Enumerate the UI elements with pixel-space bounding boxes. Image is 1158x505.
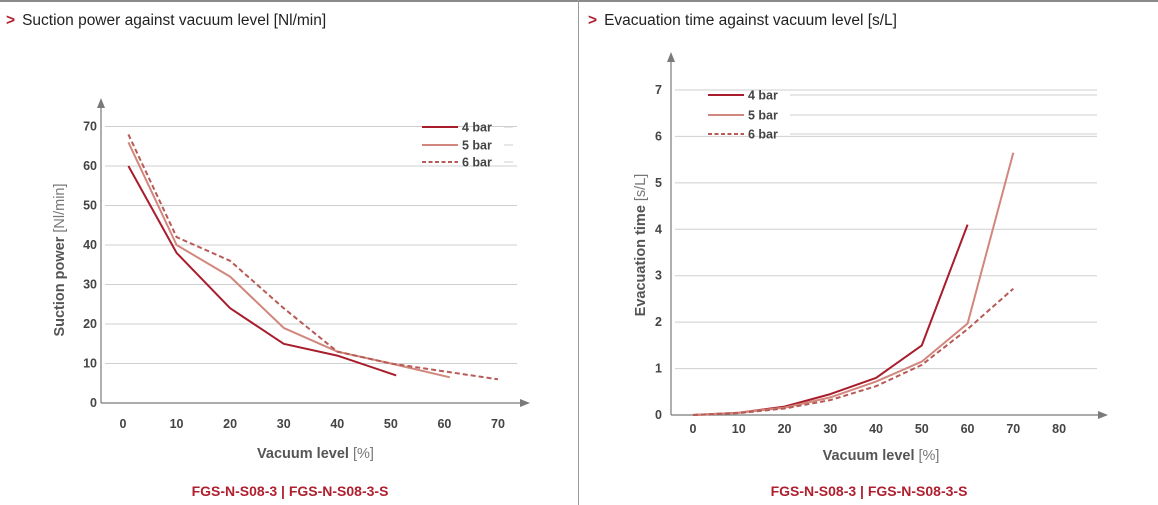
evacuation-time-panel: > Evacuation time against vacuum level [s… [580, 0, 1158, 505]
y-tick-label: 2 [655, 315, 662, 329]
title-arrow-icon: > [588, 12, 598, 29]
y-tick-label: 1 [655, 362, 662, 376]
y-tick-label: 7 [655, 83, 662, 97]
y-tick-label: 30 [83, 278, 97, 292]
legend-label: 5 bar [462, 139, 492, 153]
legend-label: 4 bar [462, 121, 492, 135]
y-tick-label: 5 [655, 176, 662, 190]
x-tick-label: 0 [690, 422, 697, 436]
x-tick-label: 70 [491, 417, 505, 431]
x-tick-label: 30 [823, 422, 837, 436]
x-tick-label: 20 [223, 417, 237, 431]
y-tick-label: 0 [655, 408, 662, 422]
x-tick-label: 60 [437, 417, 451, 431]
y-axis-unit: [s/L] [633, 174, 649, 201]
model-label: FGS-N-S08-3 | FGS-N-S08-3-S [191, 483, 389, 499]
y-axis-title: Evacuation time [s/L] [633, 174, 649, 317]
y-tick-label: 50 [83, 199, 97, 213]
model-label: FGS-N-S08-3 | FGS-N-S08-3-S [770, 483, 968, 499]
chart-title-text: Evacuation time against vacuum level [s/… [604, 12, 897, 29]
panel-divider [578, 0, 579, 505]
top-rule [0, 0, 1158, 2]
x-axis-arrow-icon [520, 399, 530, 407]
x-axis-unit: [%] [353, 446, 374, 462]
suction-power-chart: 0 10 20 30 40 50 60 70 0 10 20 30 40 50 60 70 Vacuum lev… [52, 98, 530, 462]
series-line-4-bar [692, 224, 969, 416]
chart-title: > Suction power against vacuum level [Nl/… [6, 12, 326, 30]
y-axis-arrow-icon [667, 52, 675, 62]
x-tick-label: 0 [120, 417, 127, 431]
x-tick-label: 40 [869, 422, 883, 436]
x-tick-label: 10 [170, 417, 184, 431]
x-axis-unit: [%] [919, 448, 940, 464]
x-tick-label: 60 [961, 422, 975, 436]
y-tick-label: 3 [655, 269, 662, 283]
x-tick-label: 70 [1006, 422, 1020, 436]
x-axis-title-text: Vacuum level [257, 446, 353, 462]
legend-label: 6 bar [748, 128, 778, 142]
y-axis-title-text: Evacuation time [633, 201, 649, 316]
y-tick-label: 10 [83, 357, 97, 371]
x-tick-label: 50 [384, 417, 398, 431]
y-tick-label: 40 [83, 238, 97, 252]
y-axis-title-text: Suction power [52, 233, 68, 337]
title-arrow-icon: > [6, 12, 16, 29]
y-axis-arrow-icon [97, 98, 105, 108]
y-tick-label: 0 [90, 396, 97, 410]
legend-label: 4 bar [748, 89, 778, 103]
y-tick-label: 20 [83, 317, 97, 331]
series-line-5-bar [127, 141, 451, 379]
x-tick-label: 50 [915, 422, 929, 436]
chart-title-text: Suction power against vacuum level [Nl/m… [22, 12, 327, 29]
x-tick-label: 20 [778, 422, 792, 436]
series-line-6-bar [692, 287, 1014, 416]
chart-title: > Evacuation time against vacuum level [s… [588, 12, 897, 30]
series-line-4-bar [127, 165, 397, 377]
x-axis-title-text: Vacuum level [823, 448, 919, 464]
x-axis-arrow-icon [1098, 411, 1108, 419]
x-tick-label: 10 [732, 422, 746, 436]
y-axis-unit: [Nl/min] [52, 183, 68, 232]
series-line-6-bar [127, 133, 499, 381]
series-line-5-bar [692, 152, 1015, 416]
legend-label: 6 bar [462, 156, 492, 170]
y-tick-label: 60 [83, 159, 97, 173]
y-tick-label: 4 [655, 222, 662, 236]
x-tick-label: 30 [277, 417, 291, 431]
suction-power-panel: > Suction power against vacuum level [Nl/… [0, 0, 578, 505]
y-tick-label: 70 [83, 120, 97, 134]
y-axis-title: Suction power [Nl/min] [52, 183, 68, 336]
x-axis-title: Vacuum level [%] [257, 446, 374, 462]
y-tick-label: 6 [655, 129, 662, 143]
x-axis-title: Vacuum level [%] [823, 448, 940, 464]
legend-label: 5 bar [748, 109, 778, 123]
x-tick-label: 80 [1052, 422, 1066, 436]
x-tick-label: 40 [330, 417, 344, 431]
